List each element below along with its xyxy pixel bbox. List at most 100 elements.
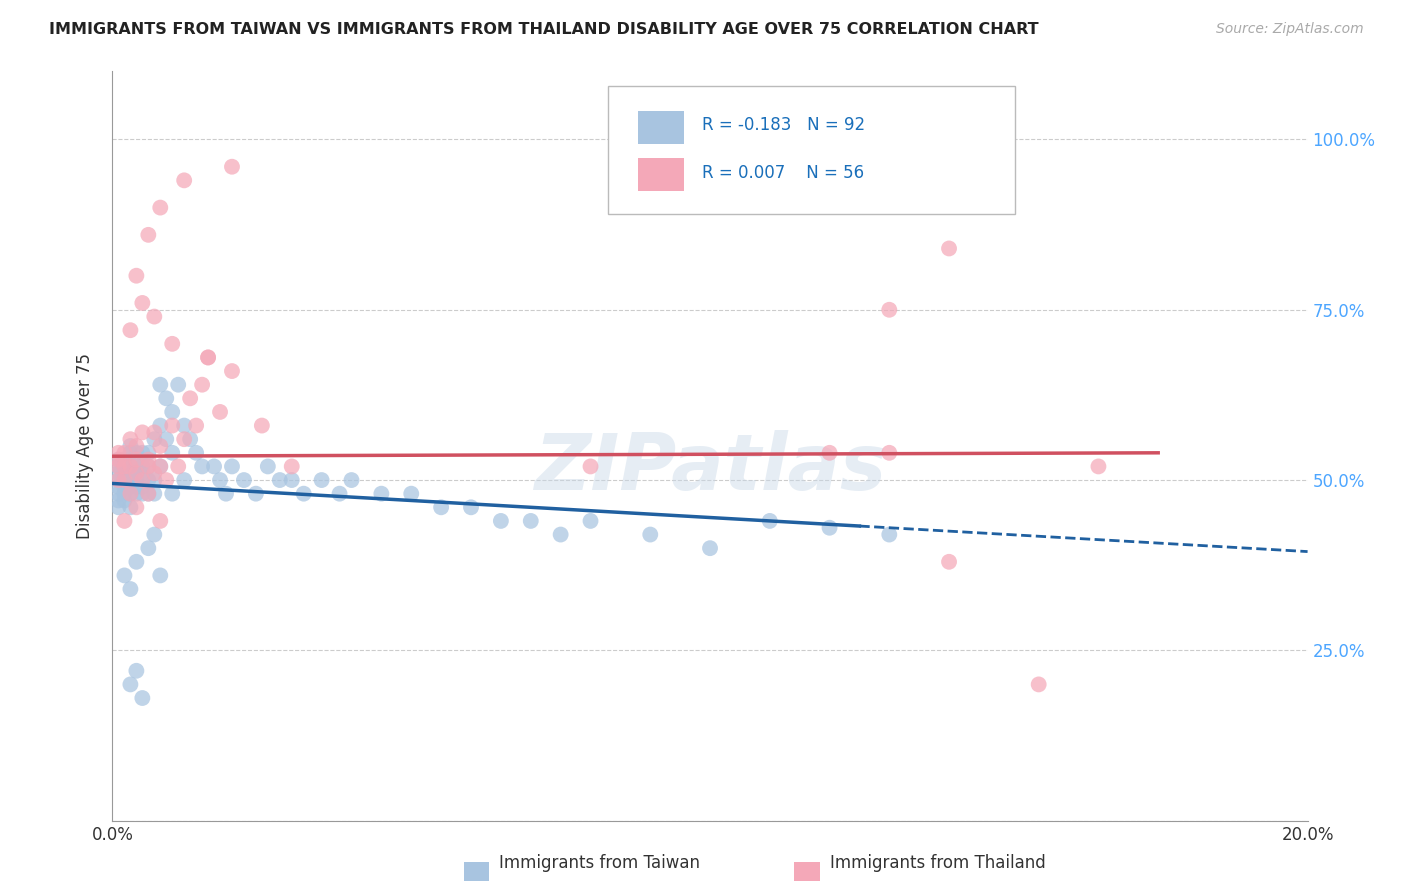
Point: [879, 446, 901, 460]
Point: [107, 473, 129, 487]
Point: [370, 486, 392, 500]
Point: [107, 500, 129, 515]
Point: [120, 446, 142, 460]
Point: [125, 452, 148, 467]
Point: [120, 582, 142, 596]
Point: [167, 377, 190, 392]
Point: [125, 486, 148, 500]
Point: [138, 227, 160, 242]
Point: [131, 486, 153, 500]
Point: [125, 555, 148, 569]
Point: [114, 452, 135, 467]
Point: [143, 310, 166, 324]
Point: [138, 459, 160, 474]
Point: [149, 201, 172, 215]
Point: [131, 467, 153, 481]
Point: [250, 418, 273, 433]
Point: [155, 473, 177, 487]
Point: [131, 480, 153, 494]
Point: [879, 302, 901, 317]
Y-axis label: Disability Age Over 75: Disability Age Over 75: [76, 353, 94, 539]
Point: [520, 514, 543, 528]
Point: [125, 467, 148, 481]
Point: [311, 473, 333, 487]
Point: [149, 514, 172, 528]
Point: [759, 514, 782, 528]
Point: [125, 664, 148, 678]
Point: [138, 541, 160, 556]
Point: [131, 446, 153, 460]
Point: [120, 467, 142, 481]
Point: [107, 486, 129, 500]
Point: [131, 296, 153, 310]
Point: [107, 459, 129, 474]
Point: [221, 160, 243, 174]
Point: [125, 500, 148, 515]
Point: [120, 439, 142, 453]
Point: [125, 268, 148, 283]
Point: [143, 486, 166, 500]
Point: [329, 486, 352, 500]
Point: [292, 486, 315, 500]
Point: [191, 459, 214, 474]
Point: [245, 486, 267, 500]
Point: [143, 473, 166, 487]
Point: [107, 480, 129, 494]
Point: [114, 486, 135, 500]
Point: [143, 527, 166, 541]
Point: [120, 459, 142, 474]
Point: [257, 459, 280, 474]
Text: R = 0.007    N = 56: R = 0.007 N = 56: [702, 164, 863, 182]
Point: [114, 446, 135, 460]
Point: [131, 691, 153, 706]
FancyBboxPatch shape: [609, 87, 1015, 214]
Point: [197, 351, 219, 365]
Point: [107, 452, 129, 467]
Point: [114, 459, 135, 474]
Point: [215, 486, 238, 500]
Point: [818, 446, 841, 460]
Point: [162, 486, 183, 500]
FancyBboxPatch shape: [638, 158, 683, 191]
Point: [138, 473, 160, 487]
Point: [162, 418, 183, 433]
Point: [107, 493, 129, 508]
Point: [489, 514, 512, 528]
Point: [149, 439, 172, 453]
Point: [179, 432, 201, 446]
Point: [114, 514, 135, 528]
Point: [125, 467, 148, 481]
Point: [131, 425, 153, 440]
Point: [138, 486, 160, 500]
Point: [818, 521, 841, 535]
Point: [107, 467, 129, 481]
Point: [143, 467, 166, 481]
Point: [120, 473, 142, 487]
Point: [221, 459, 243, 474]
Point: [640, 527, 662, 541]
Point: [173, 432, 195, 446]
Point: [114, 467, 135, 481]
Point: [107, 473, 129, 487]
Point: [579, 514, 602, 528]
Point: [149, 568, 172, 582]
Point: [120, 677, 142, 691]
Point: [120, 480, 142, 494]
Point: [209, 473, 232, 487]
Point: [173, 173, 195, 187]
Point: [1087, 459, 1109, 474]
Point: [281, 473, 304, 487]
Point: [162, 405, 183, 419]
Point: [143, 425, 166, 440]
Point: [186, 418, 208, 433]
Point: [125, 473, 148, 487]
Point: [107, 459, 129, 474]
Point: [162, 446, 183, 460]
Point: [125, 459, 148, 474]
Point: [120, 486, 142, 500]
Point: [107, 446, 129, 460]
Text: Source: ZipAtlas.com: Source: ZipAtlas.com: [1216, 22, 1364, 37]
Point: [114, 473, 135, 487]
Point: [155, 392, 177, 406]
Point: [197, 351, 219, 365]
